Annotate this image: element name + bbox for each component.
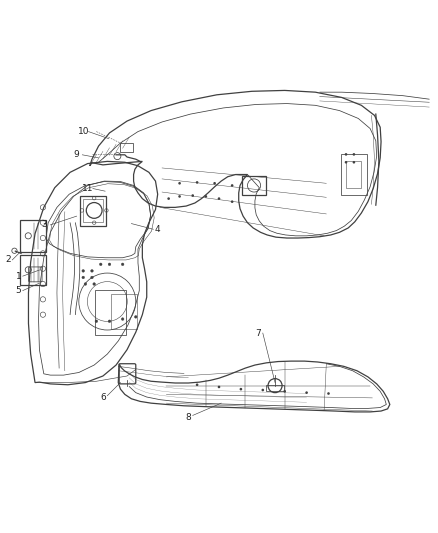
- Circle shape: [108, 320, 111, 322]
- Circle shape: [191, 194, 194, 197]
- Circle shape: [91, 276, 93, 279]
- Circle shape: [327, 392, 330, 395]
- Text: 5: 5: [15, 286, 21, 295]
- Circle shape: [121, 263, 124, 265]
- Text: 3: 3: [41, 220, 47, 229]
- Text: 4: 4: [155, 225, 160, 234]
- Circle shape: [231, 200, 233, 203]
- Circle shape: [231, 184, 233, 187]
- Circle shape: [283, 390, 286, 393]
- Circle shape: [134, 316, 137, 318]
- Text: 7: 7: [255, 328, 261, 337]
- Circle shape: [205, 195, 207, 198]
- Text: 1: 1: [15, 272, 21, 281]
- Circle shape: [196, 181, 198, 184]
- Circle shape: [178, 182, 181, 184]
- Circle shape: [121, 318, 124, 320]
- Circle shape: [99, 263, 102, 265]
- Circle shape: [218, 386, 220, 388]
- Circle shape: [84, 282, 87, 285]
- Circle shape: [305, 391, 308, 394]
- Circle shape: [261, 389, 264, 391]
- Circle shape: [196, 383, 198, 386]
- Circle shape: [82, 270, 85, 272]
- Text: 8: 8: [185, 413, 191, 422]
- Text: 10: 10: [78, 127, 89, 136]
- Circle shape: [178, 195, 181, 198]
- Circle shape: [82, 276, 85, 279]
- Circle shape: [240, 388, 242, 391]
- Circle shape: [213, 182, 216, 184]
- Text: 11: 11: [82, 184, 93, 193]
- Circle shape: [167, 197, 170, 200]
- Text: 9: 9: [74, 150, 80, 159]
- Circle shape: [108, 263, 111, 265]
- Text: 6: 6: [100, 393, 106, 402]
- Circle shape: [345, 153, 347, 156]
- Text: 2: 2: [5, 255, 11, 264]
- Circle shape: [353, 161, 355, 164]
- Circle shape: [93, 282, 95, 285]
- Circle shape: [91, 270, 93, 272]
- Circle shape: [345, 161, 347, 164]
- Circle shape: [218, 197, 220, 200]
- Circle shape: [95, 320, 98, 322]
- Circle shape: [353, 153, 355, 156]
